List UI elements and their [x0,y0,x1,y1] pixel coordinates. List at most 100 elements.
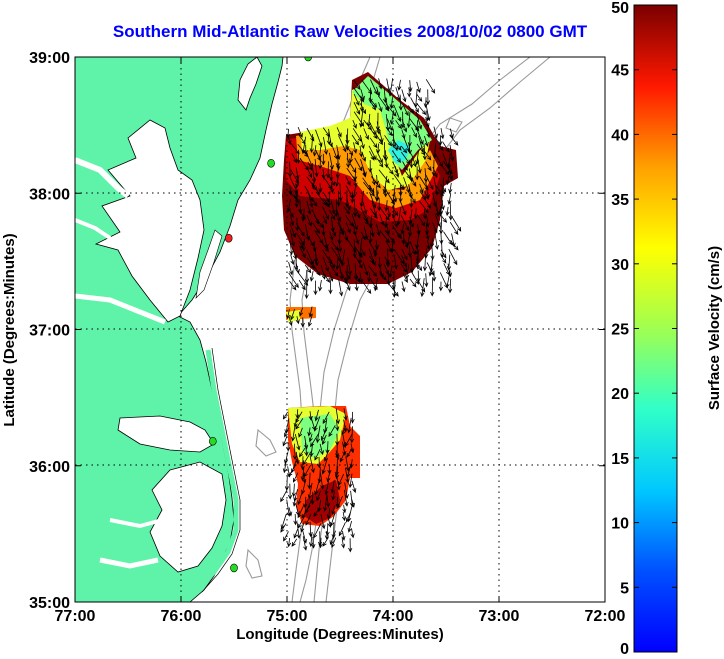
current-vector-arrow [420,278,425,298]
current-vector-arrow [300,521,305,533]
chesapeake-bay [94,119,205,323]
current-vector-arrow [409,198,414,209]
current-vector-arrow [363,216,369,226]
current-vector-arrow [445,206,450,217]
current-vector-arrow [286,198,291,213]
y-axis-label: Latitude (Degrees:Minutes) [1,233,18,426]
current-vector-arrow [321,457,328,475]
current-vector-arrow [389,97,394,110]
river-james [75,293,166,325]
current-vector-arrow [348,538,353,553]
current-vector-arrow [363,128,369,141]
current-vector-arrow [368,265,378,278]
colorbar [633,4,678,653]
current-vector-arrow [330,512,336,527]
current-vector-arrow [323,136,328,156]
current-vector-arrow [402,161,408,171]
current-vector-arrow [318,158,323,170]
radar-station-marker [209,436,217,446]
current-vector-arrow [368,97,378,108]
current-vector-arrow [328,256,335,269]
current-vector-arrow [320,514,326,530]
river-rappahannock [75,218,112,240]
current-vector-arrow [409,278,417,288]
current-vector-arrow [413,207,418,220]
current-vector-arrow [339,451,346,463]
current-vector-arrow [449,221,459,235]
current-vector-arrow [376,223,381,237]
current-vector-arrow [401,248,408,261]
current-vector-arrow [400,263,408,273]
current-vector-arrow [416,93,423,102]
x-tick-label: 73:00 [479,608,520,625]
current-vector-arrow [425,118,430,128]
current-vector-arrow [368,184,375,193]
current-vector-arrow [363,225,369,241]
current-vector-arrow [296,151,301,164]
current-vector-arrow [359,111,364,128]
current-vector-arrow [345,278,351,292]
current-vector-arrow [409,216,414,228]
current-vector-arrow [399,201,407,216]
current-vector-arrow [329,272,334,282]
current-vector-arrow [322,215,328,225]
current-vector-arrow [391,150,401,164]
current-vector-arrow [318,183,323,193]
x-tick-label: 77:00 [55,608,96,625]
current-vector-arrow [375,190,380,203]
current-vector-arrow [442,166,450,176]
current-vector-arrow [402,104,409,117]
current-vector-arrow [433,177,439,196]
current-vector-arrow [385,103,397,117]
current-vector-arrow [307,314,313,327]
current-vector-arrow [311,536,316,549]
current-vector-arrow [415,111,423,130]
current-vector-arrow [294,193,299,209]
current-vector-arrow [396,207,402,226]
y-tick-label: 37:00 [29,323,70,340]
current-vector-arrow [374,240,379,250]
y-tick-label: 39:00 [29,50,70,67]
colorbar-tick-label: 35 [611,192,629,209]
colorbar-tick-label: 40 [611,127,629,144]
current-vector-arrow [425,79,436,94]
current-vector-arrow [440,255,447,264]
current-vector-arrow [416,214,426,227]
current-vector-arrow [440,128,445,140]
current-vector-arrow [323,450,329,462]
current-vector-arrow [338,279,344,297]
current-vector-arrow [323,273,331,283]
current-vector-arrow [405,263,410,280]
current-vector-arrow [298,199,303,215]
current-vector-arrow [409,254,415,274]
current-vector-arrow [407,191,416,204]
colorbar-ticks: 0 5 10 15 20 25 30 35 40 45 50 [611,0,677,658]
current-vector-arrow [316,490,321,502]
current-vector-arrow [383,263,389,275]
current-vector-arrow [407,86,412,98]
current-vector-arrow [304,280,309,300]
y-tick-label: 36:00 [29,459,70,476]
current-vector-arrow [328,128,333,148]
current-vector-arrow [344,433,353,447]
current-vector-arrow [434,214,441,228]
colorbar-tick-label: 10 [611,516,629,533]
current-vector-arrow [307,482,313,500]
current-vector-arrow [346,197,351,211]
current-vector-arrow [303,144,308,155]
current-vector-arrow [345,271,351,280]
river-neuse [99,557,159,569]
current-vector-arrow [282,459,287,474]
current-vector-arrow [308,411,313,421]
current-vector-arrow [293,529,298,539]
current-vector-arrow [343,408,348,421]
current-vector-arrow [321,153,326,166]
current-vector-arrow [352,198,358,218]
current-vector-arrow [306,200,312,215]
current-vector-arrow [287,135,292,145]
current-vector-arrow [344,230,349,242]
current-vector-arrow [310,433,320,448]
current-vector-arrow [407,246,412,258]
current-vector-arrow [407,134,412,147]
